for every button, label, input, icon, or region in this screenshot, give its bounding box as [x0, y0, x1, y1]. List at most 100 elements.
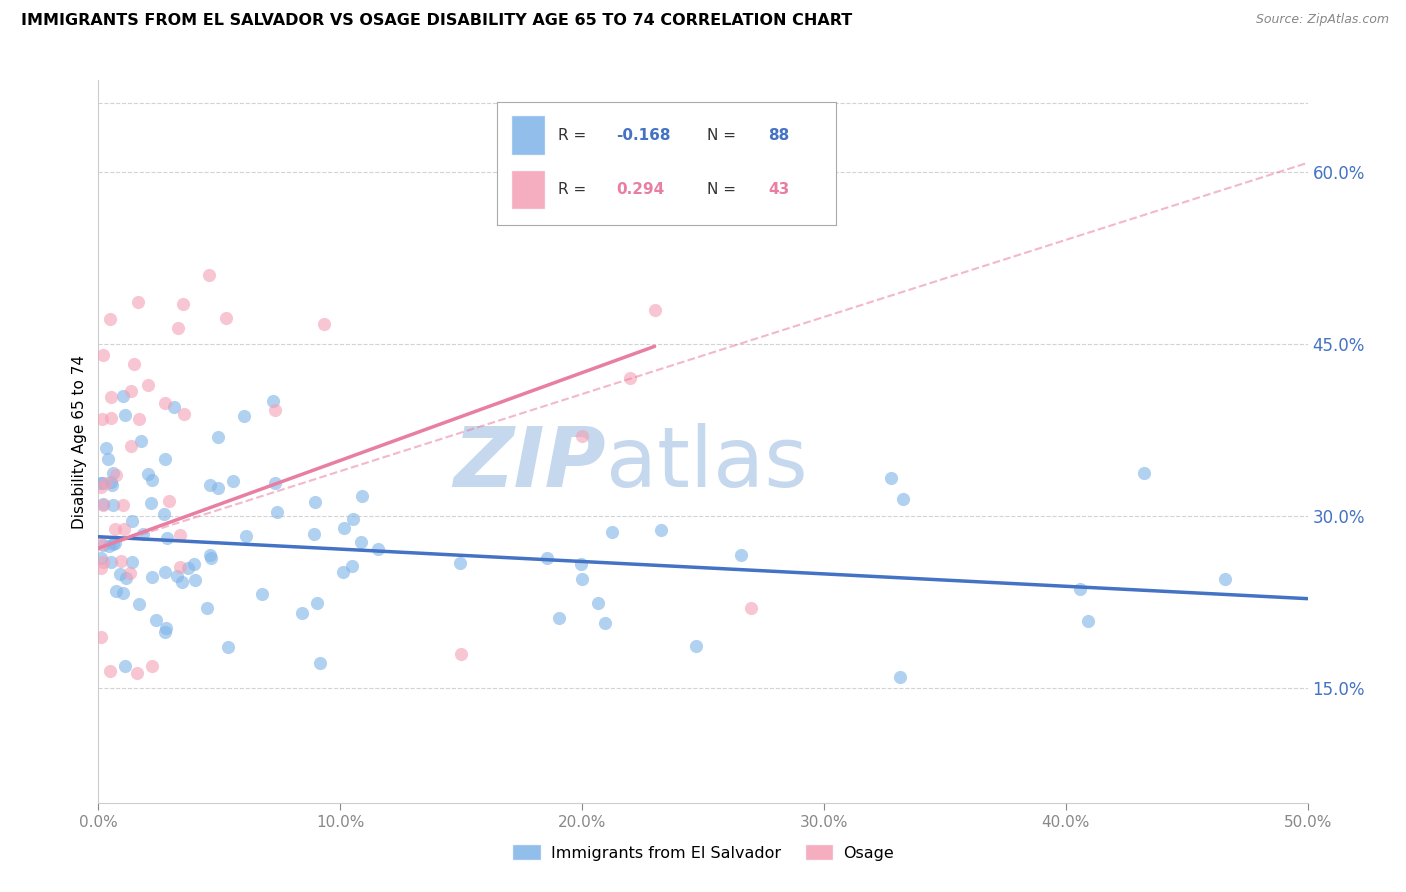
Point [262, 393, 284, 408]
Point [127, 295, 149, 310]
Point [685, 639, 707, 653]
Point [644, 302, 666, 317]
Point [112, 586, 135, 600]
Point [91, 537, 114, 551]
Point [111, 498, 134, 512]
Point [127, 666, 149, 681]
Point [650, 523, 672, 537]
Point [221, 474, 243, 488]
Point [112, 522, 135, 536]
Point [233, 409, 256, 423]
Point [129, 434, 152, 449]
Point [1077, 615, 1099, 629]
Point [184, 573, 207, 587]
Point [153, 566, 176, 580]
Point [91, 555, 114, 569]
Point [153, 452, 176, 467]
Point [200, 550, 222, 565]
Point [94, 476, 117, 491]
Point [314, 317, 336, 331]
Point [128, 412, 150, 426]
Point [198, 478, 221, 492]
Point [342, 512, 364, 526]
Point [167, 321, 190, 335]
Point [136, 467, 159, 481]
Point [141, 570, 163, 584]
Point [90, 479, 112, 493]
Point [586, 596, 609, 610]
Point [593, 616, 616, 631]
Point [536, 551, 558, 566]
Point [139, 496, 162, 510]
Point [101, 537, 124, 551]
Point [103, 466, 125, 480]
Legend: Immigrants from El Salvador, Osage: Immigrants from El Salvador, Osage [506, 838, 900, 867]
Point [128, 597, 150, 611]
Point [600, 524, 623, 539]
Point [367, 541, 389, 556]
Point [100, 555, 122, 569]
Point [571, 429, 593, 443]
Point [170, 575, 193, 590]
Point [571, 572, 593, 586]
Point [90, 550, 112, 565]
Point [304, 495, 326, 509]
Point [94, 441, 117, 455]
Point [173, 407, 195, 421]
Point [264, 476, 287, 491]
Point [340, 558, 363, 573]
Point [101, 478, 124, 492]
Point [141, 473, 163, 487]
Point [90, 561, 112, 575]
Point [118, 566, 141, 581]
Point [291, 606, 314, 620]
Point [200, 548, 222, 562]
Point [159, 494, 181, 508]
Point [91, 497, 114, 511]
Text: ZIP: ZIP [454, 423, 606, 504]
Point [141, 658, 163, 673]
Point [1133, 466, 1156, 480]
Point [101, 498, 124, 512]
Point [169, 528, 191, 542]
Point [124, 357, 146, 371]
Point [138, 377, 160, 392]
Y-axis label: Disability Age 65 to 74: Disability Age 65 to 74 [72, 354, 87, 529]
Point [131, 527, 153, 541]
Point [880, 470, 903, 484]
Point [120, 439, 142, 453]
Point [110, 554, 132, 568]
Point [153, 396, 176, 410]
Point [619, 371, 641, 385]
Point [302, 527, 325, 541]
Point [156, 531, 179, 545]
Point [740, 600, 762, 615]
Point [104, 467, 127, 482]
Point [163, 401, 186, 415]
Point [120, 384, 142, 398]
Point [121, 555, 143, 569]
Point [121, 514, 143, 528]
Point [569, 558, 592, 572]
Text: Source: ZipAtlas.com: Source: ZipAtlas.com [1256, 13, 1389, 27]
Point [91, 348, 114, 362]
Point [100, 475, 122, 489]
Point [263, 402, 285, 417]
Point [891, 491, 914, 506]
Point [207, 429, 229, 443]
Point [98, 539, 121, 553]
Point [350, 535, 373, 549]
Text: IMMIGRANTS FROM EL SALVADOR VS OSAGE DISABILITY AGE 65 TO 74 CORRELATION CHART: IMMIGRANTS FROM EL SALVADOR VS OSAGE DIS… [21, 13, 852, 29]
Point [114, 659, 136, 673]
Point [100, 390, 122, 404]
Point [98, 312, 121, 326]
Point [332, 565, 354, 579]
Point [100, 410, 122, 425]
Point [108, 567, 131, 582]
Point [114, 571, 136, 585]
Point [91, 411, 114, 425]
Point [547, 611, 569, 625]
Point [1213, 572, 1236, 586]
Point [309, 657, 332, 671]
Point [198, 268, 221, 282]
